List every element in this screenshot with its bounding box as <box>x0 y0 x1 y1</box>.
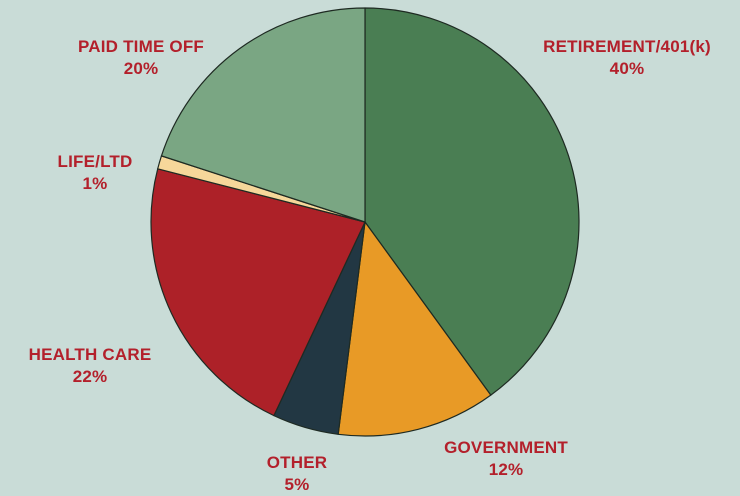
pie-slice-health-care <box>150 168 366 417</box>
slice-label-paid-time-off: PAID TIME OFF 20% <box>78 36 204 80</box>
slice-label-life-ltd-name: LIFE/LTD <box>57 152 133 171</box>
pie-slices <box>150 7 580 437</box>
slice-label-paid-time-off-name: PAID TIME OFF <box>78 37 204 56</box>
pie-slice-government <box>337 221 492 437</box>
slice-label-life-ltd-value: 1% <box>82 174 108 193</box>
slice-label-retirement: RETIREMENT/401(k) 40% <box>543 36 711 80</box>
slice-label-government-name: GOVERNMENT <box>444 438 568 457</box>
slice-label-life-ltd: LIFE/LTD 1% <box>58 151 133 195</box>
slice-label-other-name: OTHER <box>266 453 328 472</box>
pie-slice-retirement <box>364 7 580 396</box>
slice-label-retirement-value: 40% <box>609 59 645 78</box>
slice-label-retirement-name: RETIREMENT/401(k) <box>543 37 711 56</box>
slice-label-health-care: HEALTH CARE 22% <box>29 344 152 388</box>
slice-label-government: GOVERNMENT 12% <box>444 437 568 481</box>
pie-slice-paid-time-off <box>160 7 366 223</box>
slice-label-health-care-name: HEALTH CARE <box>28 345 152 364</box>
slice-label-other-value: 5% <box>284 475 310 494</box>
slice-label-health-care-value: 22% <box>72 367 108 386</box>
slice-label-paid-time-off-value: 20% <box>123 59 159 78</box>
slice-label-other: OTHER 5% <box>267 452 328 496</box>
slice-label-government-value: 12% <box>488 460 524 479</box>
